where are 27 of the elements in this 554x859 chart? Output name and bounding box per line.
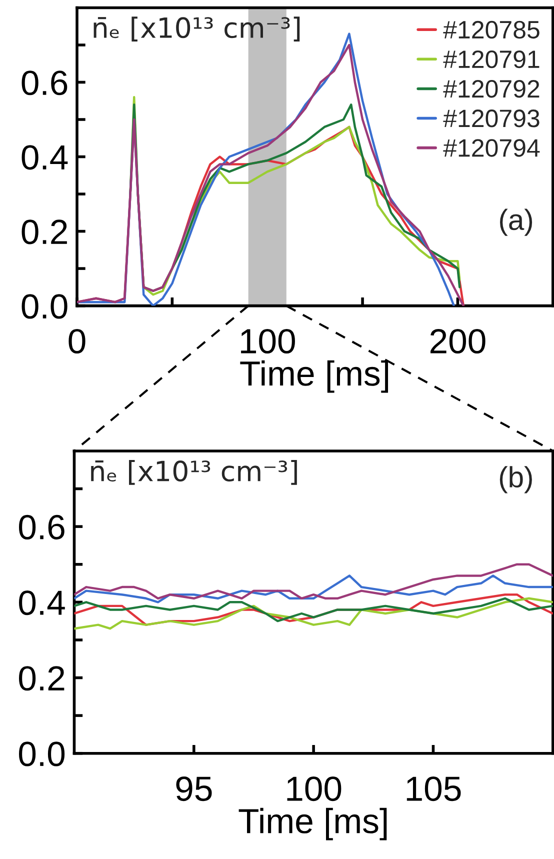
legend-label: #120791 [443,50,540,68]
x-axis-title: Time [ms] [238,808,387,840]
legend-label: #120785 [443,20,540,39]
annotation: (a) [500,208,532,236]
annotation: (b) [500,466,532,494]
y-axis-title: n̄ₑ [x10¹³ cm⁻³] [91,460,297,485]
y-tick-label: 0.0 [22,294,68,319]
x-tick-label: 200 [430,328,486,354]
x-tick-label: 105 [406,776,461,802]
y-axis-title: n̄ₑ [x10¹³ cm⁻³] [94,16,300,42]
y-tick-label: 0.4 [18,590,65,616]
y-tick-label: 0.6 [18,514,64,540]
line-series [74,574,553,604]
legend-label: #120792 [443,80,540,98]
y-tick-label: 0.4 [22,145,68,170]
x-tick-label: 100 [241,328,295,354]
x-axis-title: Time [ms] [240,360,388,393]
y-tick-label: 0.6 [22,70,68,96]
x-tick-label: 100 [287,776,342,802]
x-tick-label: 95 [176,776,212,802]
y-tick-label: 0.2 [18,666,64,691]
legend-label: #120794 [443,139,540,157]
legend-label: #120793 [443,110,540,128]
x-tick-label: 0 [68,328,86,354]
y-tick-label: 0.0 [18,742,65,766]
line-series [74,563,553,600]
y-tick-label: 0.2 [22,220,67,244]
